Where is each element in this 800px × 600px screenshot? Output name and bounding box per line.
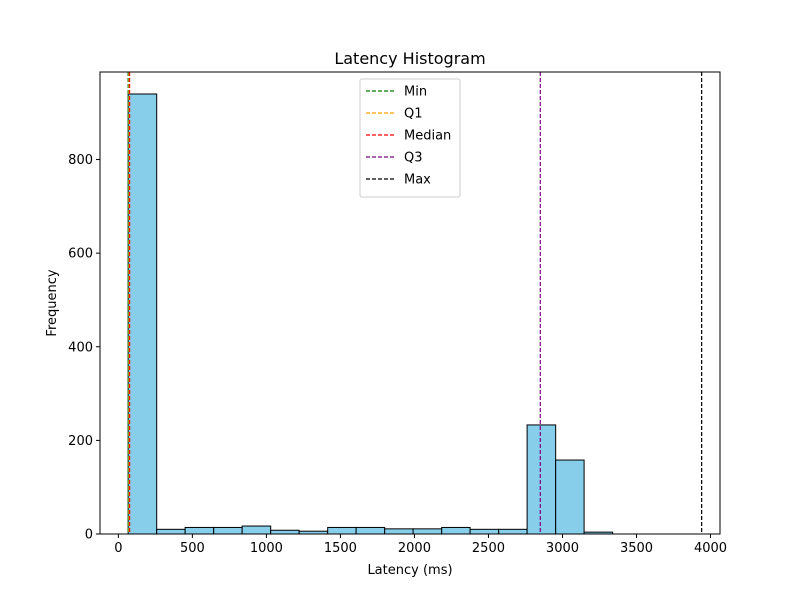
x-tick-label: 2000 [398, 541, 431, 556]
x-tick-label: 2500 [472, 541, 505, 556]
legend-label: Min [404, 85, 427, 100]
x-tick-label: 1000 [250, 541, 283, 556]
reference-lines [127, 72, 703, 534]
histogram-bar [127, 93, 158, 535]
histogram-bars [127, 93, 614, 535]
histogram-bar [213, 526, 243, 535]
legend: Min Q1 Median Q3 Max [359, 78, 461, 198]
legend-label: Q3 [404, 151, 423, 166]
y-tick-label: 200 [68, 434, 93, 449]
histogram-bar [270, 529, 300, 535]
histogram-bar [526, 424, 557, 535]
histogram-bar [469, 528, 500, 535]
chart-title: Latency Histogram [334, 49, 485, 68]
y-axis-ticks: 0 200 400 600 800 [68, 153, 100, 543]
legend-label: Median [404, 129, 451, 144]
y-axis-label: Frequency [45, 269, 60, 336]
x-tick-label: 500 [180, 541, 205, 556]
legend-label: Max [404, 173, 431, 188]
x-tick-label: 1500 [324, 541, 357, 556]
histogram-bar [184, 526, 215, 535]
y-tick-label: 0 [85, 528, 93, 543]
histogram-bar [355, 526, 386, 535]
histogram-bar [412, 528, 443, 535]
histogram-bar [241, 525, 272, 535]
x-axis-label: Latency (ms) [367, 563, 452, 578]
legend-box [359, 78, 461, 198]
histogram-bar [498, 528, 528, 535]
y-tick-label: 600 [68, 247, 93, 262]
plot-frame [99, 71, 721, 535]
histogram-bar [156, 528, 186, 535]
histogram-bar [327, 526, 357, 535]
x-axis-ticks: 0 500 1000 1500 2000 2500 3000 3500 4000 [114, 534, 727, 556]
histogram-bar [441, 526, 471, 535]
x-tick-label: 0 [114, 541, 122, 556]
y-tick-label: 800 [68, 153, 93, 168]
x-tick-label: 4000 [694, 541, 727, 556]
histogram-bar [555, 459, 585, 535]
histogram-bar [384, 528, 414, 535]
legend-label: Q1 [404, 107, 423, 122]
x-tick-label: 3000 [546, 541, 579, 556]
x-tick-label: 3500 [620, 541, 653, 556]
y-tick-label: 400 [68, 340, 93, 355]
